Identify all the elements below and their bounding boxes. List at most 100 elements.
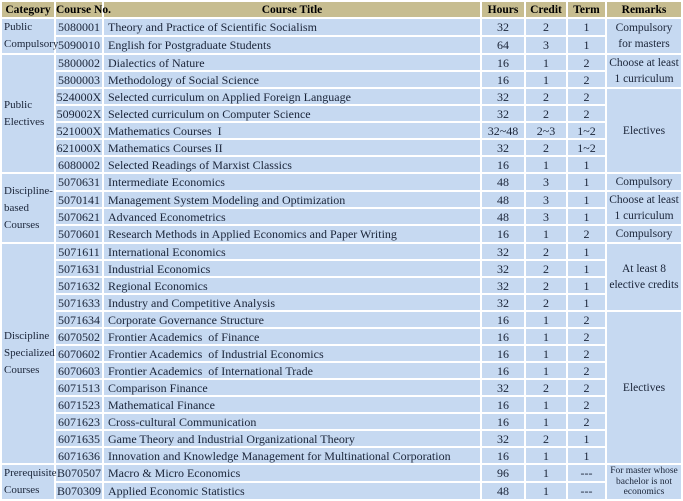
credit-cell: 1 <box>526 329 566 344</box>
course-no-cell: 5070631 <box>56 174 102 190</box>
course-title-cell: Innovation and Knowledge Management for … <box>104 448 480 463</box>
hours-cell: 48 <box>482 192 524 207</box>
credit-cell: 1 <box>526 483 566 499</box>
course-title-cell: Comparison Finance <box>104 380 480 395</box>
term-cell: 2 <box>568 380 605 395</box>
credit-cell: 2~3 <box>526 123 566 138</box>
course-no-cell: 5070621 <box>56 209 102 224</box>
course-title-cell: Selected Readings of Marxist Classics <box>104 157 480 172</box>
course-no-cell: 524000X <box>56 89 102 104</box>
hours-cell: 16 <box>482 55 524 70</box>
hours-cell: 32 <box>482 106 524 121</box>
category-cell: Prerequisite Courses <box>2 465 57 499</box>
course-title-cell: Applied Economic Statistics <box>104 483 480 499</box>
course-no-cell: 6070603 <box>56 363 102 378</box>
term-cell: 2 <box>568 55 605 70</box>
credit-cell: 1 <box>526 448 566 463</box>
credit-cell: 2 <box>526 380 566 395</box>
table-row: 621000X Mathematics Courses II 32 2 1~2 <box>2 140 681 155</box>
remarks-cell: Compulsory for masters <box>607 19 681 53</box>
table-row: 5070621 Advanced Econometrics 48 3 1 <box>2 209 681 224</box>
course-no-cell: 5071611 <box>56 244 102 259</box>
credit-cell: 1 <box>526 465 566 481</box>
course-no-cell: 509002X <box>56 106 102 121</box>
course-no-cell: 5071631 <box>56 261 102 276</box>
remarks-cell: For master whose bachelor is not economi… <box>607 465 681 499</box>
course-title-cell: Theory and Practice of Scientific Social… <box>104 19 480 35</box>
course-no-cell: 5070141 <box>56 192 102 207</box>
term-cell: 1 <box>568 19 605 35</box>
credit-cell: 1 <box>526 72 566 87</box>
course-title-cell: Mathematics Courses I <box>104 123 480 138</box>
table-row: B070309 Applied Economic Statistics 48 1… <box>2 483 681 499</box>
hours-cell: 16 <box>482 312 524 327</box>
table-row: 6071635 Game Theory and Industrial Organ… <box>2 431 681 446</box>
term-cell: 2 <box>568 106 605 121</box>
remarks-cell: Choose at least 1 curriculum <box>607 55 681 87</box>
table-row: Discipline Specialized Courses 5071611 I… <box>2 244 681 463</box>
course-title-cell: Dialectics of Nature <box>104 55 480 70</box>
course-title-cell: Cross-cultural Communication <box>104 414 480 429</box>
credit-cell: 3 <box>526 37 566 53</box>
column-header-hours: Hours <box>482 2 524 17</box>
credit-cell: 2 <box>526 295 566 310</box>
remarks-cell: At least 8 elective credits <box>607 244 681 310</box>
term-cell: 1 <box>568 431 605 446</box>
column-header-course-no: Course No. <box>56 2 111 17</box>
table-row: 5090010 English for Postgraduate Student… <box>2 37 681 53</box>
remarks-cell: Compulsory <box>607 226 681 242</box>
hours-cell: 16 <box>482 448 524 463</box>
hours-cell: 32 <box>482 295 524 310</box>
remarks-cell: Electives <box>607 89 681 172</box>
table-row: 6080002 Selected Readings of Marxist Cla… <box>2 157 681 172</box>
category-cell: Discipline Specialized Courses <box>2 244 55 463</box>
hours-cell: 64 <box>482 37 524 53</box>
table-row: 5071632 Regional Economics 32 2 1 <box>2 278 681 293</box>
term-cell: 2 <box>568 329 605 344</box>
hours-cell: 32 <box>482 244 524 259</box>
course-no-cell: 6071635 <box>56 431 102 446</box>
credit-cell: 2 <box>526 244 566 259</box>
table-row: Public Electives 5800002 Dialectics of N… <box>2 55 681 172</box>
table-row: 5800003 Methodology of Social Science 16… <box>2 72 681 87</box>
credit-cell: 1 <box>526 312 566 327</box>
course-no-cell: 621000X <box>56 140 102 155</box>
credit-cell: 1 <box>526 414 566 429</box>
table-row: Discipline-based Courses 5070631 Interme… <box>2 174 681 242</box>
hours-cell: 48 <box>482 209 524 224</box>
course-title-cell: Research Methods in Applied Economics an… <box>104 226 480 242</box>
course-title-cell: Industry and Competitive Analysis <box>104 295 480 310</box>
course-title-cell: Macro & Micro Economics <box>104 465 480 481</box>
course-no-cell: B070309 <box>56 483 102 499</box>
credit-cell: 1 <box>526 346 566 361</box>
course-no-cell: 5080001 <box>56 19 102 35</box>
category-cell: Public Compulsory <box>2 19 58 53</box>
course-title-cell: International Economics <box>104 244 480 259</box>
credit-cell: 3 <box>526 209 566 224</box>
course-title-cell: Intermediate Economics <box>104 174 480 190</box>
term-cell: 1 <box>568 261 605 276</box>
hours-cell: 16 <box>482 397 524 412</box>
course-title-cell: Advanced Econometrics <box>104 209 480 224</box>
hours-cell: 48 <box>482 174 524 190</box>
hours-cell: 16 <box>482 157 524 172</box>
course-no-cell: 6070502 <box>56 329 102 344</box>
course-no-cell: 521000X <box>56 123 102 138</box>
hours-cell: 16 <box>482 346 524 361</box>
hours-cell: 32~48 <box>482 123 524 138</box>
table-row: 5071631 Industrial Economics 32 2 1 <box>2 261 681 276</box>
term-cell: 1 <box>568 295 605 310</box>
course-no-cell: 6070602 <box>56 346 102 361</box>
credit-cell: 3 <box>526 192 566 207</box>
hours-cell: 32 <box>482 278 524 293</box>
table-row: 6071513 Comparison Finance 32 2 2 <box>2 380 681 395</box>
course-no-cell: 5800002 <box>56 55 102 70</box>
hours-cell: 32 <box>482 380 524 395</box>
table-row: 5070141 Management System Modeling and O… <box>2 192 681 224</box>
hours-cell: 96 <box>482 465 524 481</box>
table-row: 6070502 Frontier Academics of Finance 16… <box>2 329 681 344</box>
table-row: 5070601 Research Methods in Applied Econ… <box>2 226 681 242</box>
course-no-cell: 6071623 <box>56 414 102 429</box>
course-no-cell: 5090010 <box>56 37 102 53</box>
term-cell: 1~2 <box>568 123 605 138</box>
